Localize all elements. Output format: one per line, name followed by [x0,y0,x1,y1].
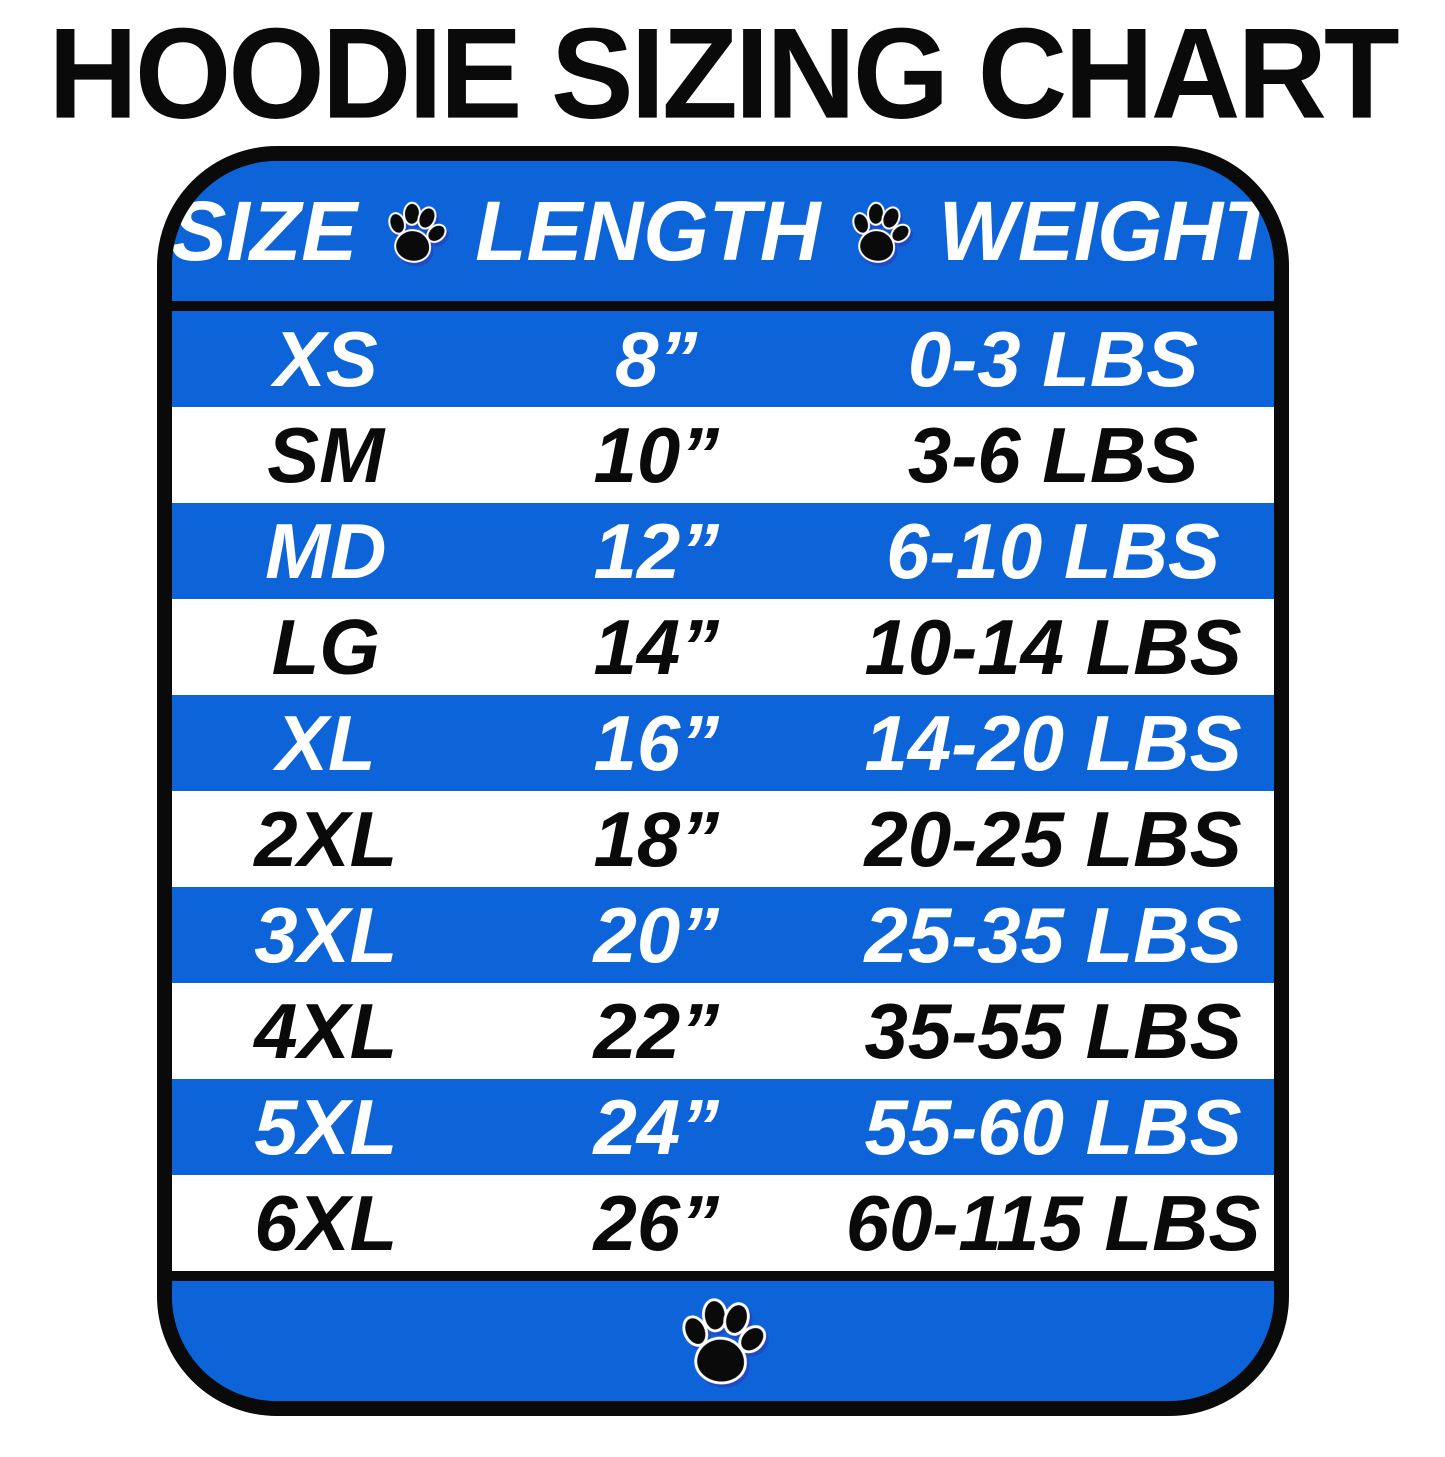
table-body: XS 8” 0-3 LBS SM 10” 3-6 LBS MD 12” 6-10… [171,311,1274,1271]
header-weight-label: WEIGHT [938,184,1275,278]
sizing-chart-card: SIZE LENGTH WEIGHT XS 8” 0-3 LBS SM 10” … [156,146,1289,1416]
weight-cell: 35-55 LBS [864,987,1242,1075]
table-row: XL 16” 14-20 LBS [171,695,1274,791]
length-cell: 24” [593,1083,720,1171]
size-cell: 4XL [254,987,398,1075]
weight-cell: 60-115 LBS [845,1179,1261,1267]
table-header-row: SIZE LENGTH WEIGHT [170,161,1275,311]
size-cell: XL [275,699,376,787]
weight-cell: 0-3 LBS [907,315,1199,403]
paw-icon [842,192,916,269]
length-cell: 8” [615,315,698,403]
length-cell: 26” [593,1179,720,1267]
table-row: MD 12” 6-10 LBS [171,503,1274,599]
table-row: 5XL 24” 55-60 LBS [171,1079,1274,1175]
table-row: 3XL 20” 25-35 LBS [171,887,1274,983]
length-cell: 16” [593,699,720,787]
table-row: 4XL 22” 35-55 LBS [171,983,1274,1079]
weight-cell: 3-6 LBS [907,411,1199,499]
table-row: LG 14” 10-14 LBS [171,599,1274,695]
length-cell: 12” [593,507,720,595]
length-cell: 18” [593,795,720,883]
size-cell: LG [271,603,380,691]
header-length-label: LENGTH [475,184,821,278]
table-row: 2XL 18” 20-25 LBS [171,791,1274,887]
paw-icon [674,1287,772,1392]
length-cell: 14” [593,603,720,691]
page-title: HOODIE SIZING CHART [48,2,1399,146]
paw-icon [379,192,453,269]
weight-cell: 10-14 LBS [864,603,1242,691]
header-size-label: SIZE [170,184,358,278]
table-row: SM 10” 3-6 LBS [171,407,1274,503]
weight-cell: 14-20 LBS [864,699,1242,787]
size-cell: 3XL [254,891,398,979]
size-cell: SM [267,411,385,499]
length-cell: 20” [593,891,720,979]
table-row: XS 8” 0-3 LBS [171,311,1274,407]
size-cell: 5XL [254,1083,398,1171]
weight-cell: 25-35 LBS [864,891,1242,979]
weight-cell: 20-25 LBS [864,795,1242,883]
length-cell: 22” [593,987,720,1075]
card-footer [171,1271,1274,1401]
size-cell: MD [265,507,387,595]
size-cell: 6XL [254,1179,398,1267]
size-cell: XS [273,315,378,403]
weight-cell: 6-10 LBS [886,507,1220,595]
length-cell: 10” [593,411,720,499]
table-row: 6XL 26” 60-115 LBS [171,1175,1274,1271]
weight-cell: 55-60 LBS [864,1083,1242,1171]
size-cell: 2XL [254,795,398,883]
